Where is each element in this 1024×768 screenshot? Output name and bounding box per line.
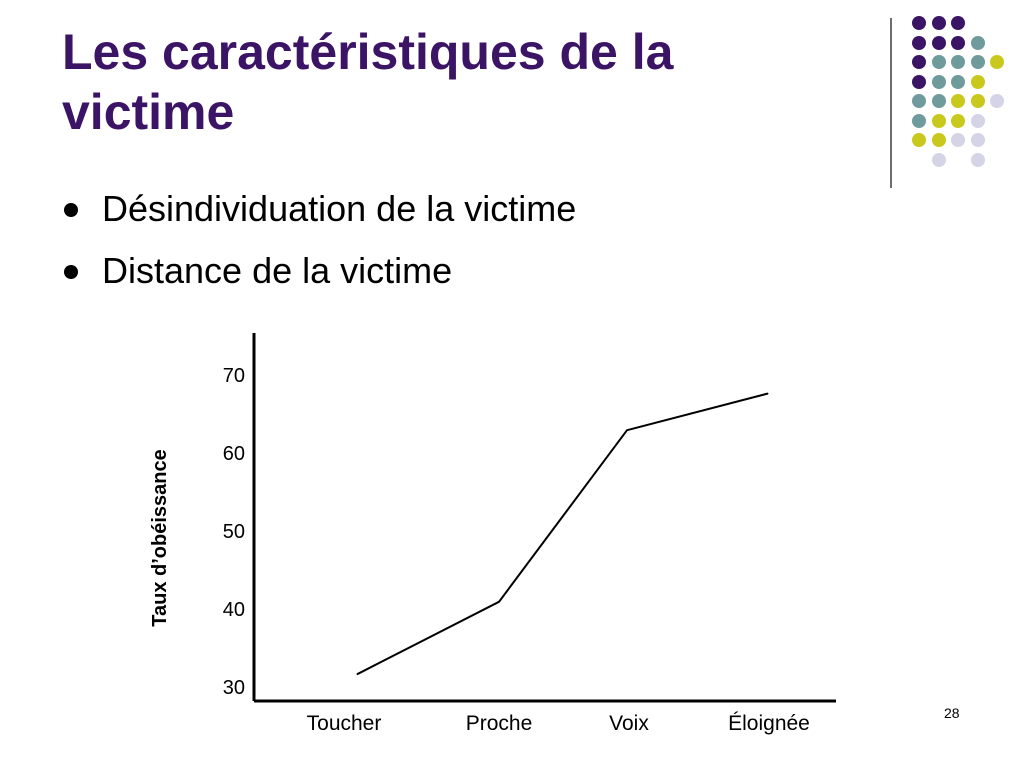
x-tick-label: Voix bbox=[609, 712, 649, 735]
bullet-text: Désindividuation de la victime bbox=[102, 188, 577, 229]
x-tick-label: Éloignée bbox=[728, 712, 810, 735]
series-line bbox=[356, 392, 769, 676]
decorative-divider bbox=[890, 18, 892, 188]
x-tick-label: Toucher bbox=[307, 712, 382, 735]
data-point bbox=[356, 673, 358, 675]
y-tick-label: 50 bbox=[223, 521, 245, 543]
y-tick-label: 60 bbox=[223, 443, 245, 465]
y-tick-labels: 30 40 50 60 70 bbox=[223, 365, 245, 699]
y-tick-label: 70 bbox=[223, 365, 245, 387]
bullet-item: Désindividuation de la victime bbox=[62, 178, 576, 240]
x-tick-labels: Toucher Proche Voix Éloignée bbox=[307, 712, 810, 735]
slide-title-line-1: Les caractéristiques de la bbox=[62, 24, 674, 80]
y-tick-label: 40 bbox=[223, 599, 245, 621]
data-point bbox=[767, 393, 769, 394]
y-axis-label: Taux d’obéissance bbox=[149, 449, 171, 626]
series-group bbox=[356, 392, 769, 676]
bullet-dot-icon bbox=[64, 265, 78, 279]
x-tick-label: Proche bbox=[466, 712, 533, 735]
bullet-list: Désindividuation de la victime Distance … bbox=[62, 178, 576, 302]
bullet-dot-icon bbox=[64, 203, 78, 217]
bullet-item: Distance de la victime bbox=[62, 240, 576, 302]
slide-title: Les caractéristiques de la victime bbox=[62, 22, 862, 142]
slide-number: 28 bbox=[944, 705, 960, 721]
y-tick-label: 30 bbox=[223, 677, 245, 699]
slide-title-line-2: victime bbox=[62, 84, 235, 140]
data-point bbox=[626, 429, 628, 431]
data-point bbox=[498, 601, 500, 603]
bullet-text: Distance de la victime bbox=[102, 250, 453, 291]
